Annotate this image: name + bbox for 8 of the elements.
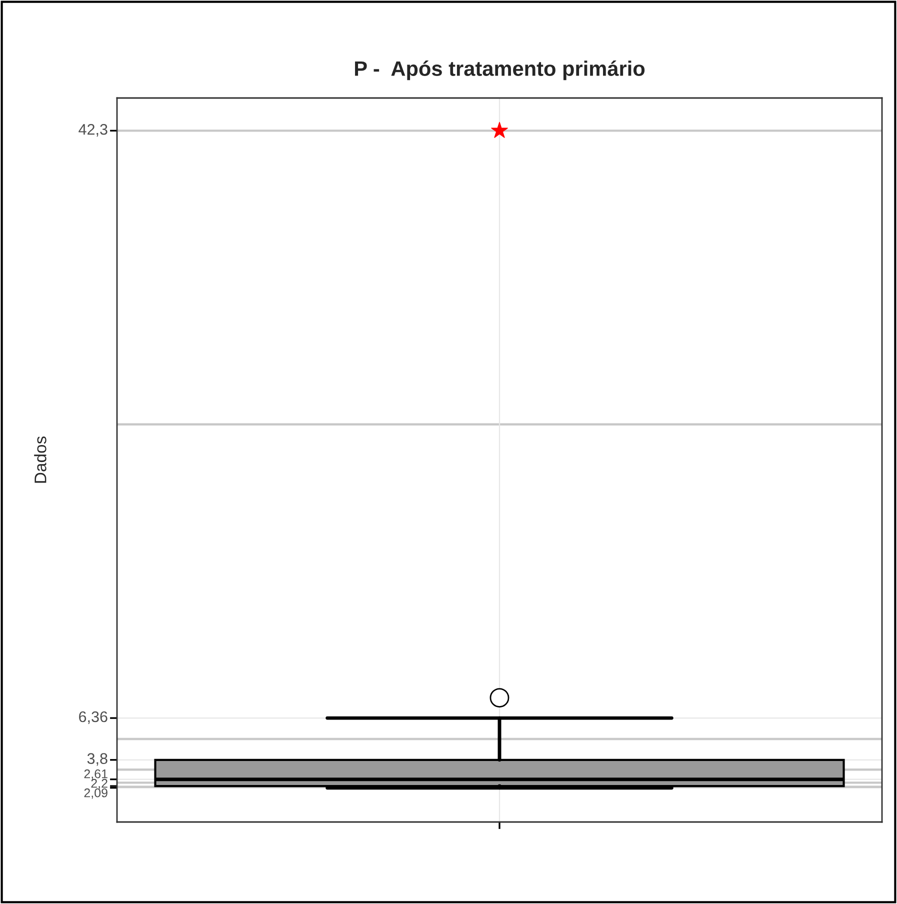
- y-tick-label: 42,3: [78, 124, 108, 137]
- y-tick-label: 2,2: [91, 778, 108, 790]
- chart-title: P - Após tratamento primário: [355, 60, 645, 80]
- y-axis-title: Dados: [34, 436, 46, 483]
- y-tick-label: 2,61: [84, 769, 108, 780]
- y-tick-label: 3,8: [87, 753, 108, 766]
- y-tick-label: 6,36: [79, 711, 108, 724]
- y-tick-label: 2,09: [84, 788, 108, 799]
